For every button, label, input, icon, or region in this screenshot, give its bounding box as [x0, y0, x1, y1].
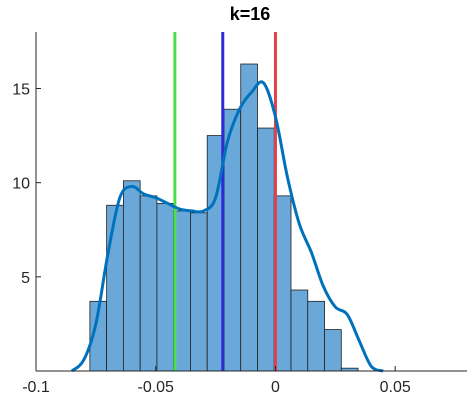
histogram-bar: [190, 212, 208, 372]
histogram-bar: [139, 195, 158, 372]
histogram-bar: [156, 202, 175, 372]
histogram-bar: [307, 300, 325, 372]
histogram-bar: [290, 289, 309, 372]
histogram-bars: [89, 63, 359, 372]
y-tick-label: 15: [12, 82, 30, 99]
chart-title: k=16: [230, 4, 271, 24]
histogram-bar: [240, 63, 258, 372]
x-tick-label: 0.05: [380, 379, 411, 396]
reference-lines: [173, 32, 277, 371]
ticks: -0.1 -0.05 0 0.05 5 10 15: [12, 82, 411, 397]
y-tick-label: 10: [12, 176, 30, 193]
x-tick-label: -0.1: [22, 379, 50, 396]
histogram-bar: [106, 204, 124, 372]
density-curve-group: [70, 80, 384, 373]
x-tick-label: 0: [271, 379, 280, 396]
x-tick-label: -0.05: [137, 379, 174, 396]
histogram-bar: [122, 180, 141, 372]
y-tick-label: 5: [21, 270, 30, 287]
histogram-bar: [257, 127, 275, 372]
density-curve: [70, 80, 384, 373]
histogram-bar: [324, 329, 342, 372]
